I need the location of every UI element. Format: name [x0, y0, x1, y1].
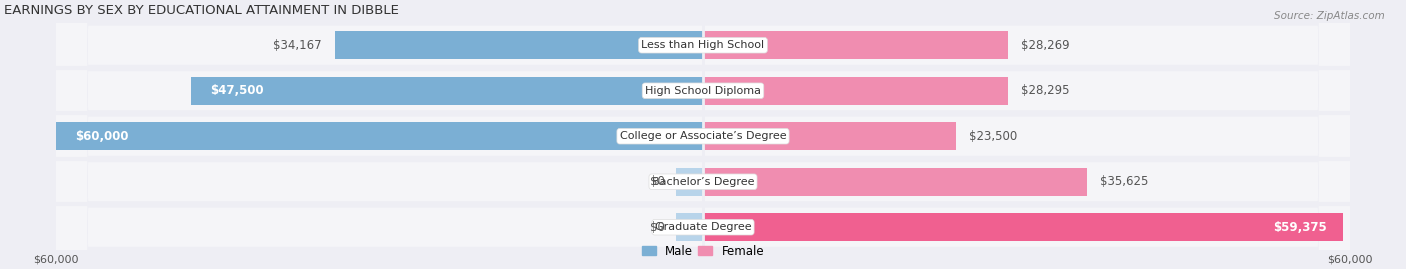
- Text: $0: $0: [651, 221, 665, 234]
- Text: $59,375: $59,375: [1274, 221, 1327, 234]
- Text: High School Diploma: High School Diploma: [645, 86, 761, 96]
- Text: Less than High School: Less than High School: [641, 40, 765, 50]
- Text: College or Associate’s Degree: College or Associate’s Degree: [620, 131, 786, 141]
- Text: $23,500: $23,500: [969, 130, 1018, 143]
- Text: $0: $0: [651, 175, 665, 188]
- Bar: [703, 77, 1008, 105]
- Bar: [335, 31, 703, 59]
- Text: $47,500: $47,500: [209, 84, 264, 97]
- Text: $28,269: $28,269: [1021, 39, 1070, 52]
- FancyBboxPatch shape: [56, 0, 1350, 269]
- Text: EARNINGS BY SEX BY EDUCATIONAL ATTAINMENT IN DIBBLE: EARNINGS BY SEX BY EDUCATIONAL ATTAINMEN…: [4, 4, 399, 17]
- Text: Source: ZipAtlas.com: Source: ZipAtlas.com: [1274, 11, 1385, 21]
- Legend: Male, Female: Male, Female: [637, 240, 769, 262]
- Text: Bachelor’s Degree: Bachelor’s Degree: [652, 177, 754, 187]
- Text: $28,295: $28,295: [1021, 84, 1070, 97]
- Bar: [703, 31, 1008, 59]
- FancyBboxPatch shape: [56, 0, 1350, 269]
- Bar: [703, 168, 1087, 196]
- Bar: [676, 168, 703, 196]
- Text: $60,000: $60,000: [76, 130, 129, 143]
- Bar: [191, 77, 703, 105]
- FancyBboxPatch shape: [56, 0, 1350, 269]
- FancyBboxPatch shape: [56, 0, 1350, 269]
- Bar: [56, 122, 703, 150]
- Text: $34,167: $34,167: [273, 39, 322, 52]
- Bar: [703, 122, 956, 150]
- FancyBboxPatch shape: [56, 0, 1350, 269]
- Bar: [676, 213, 703, 241]
- Text: Graduate Degree: Graduate Degree: [655, 222, 751, 232]
- Text: $35,625: $35,625: [1099, 175, 1149, 188]
- Bar: [703, 213, 1343, 241]
